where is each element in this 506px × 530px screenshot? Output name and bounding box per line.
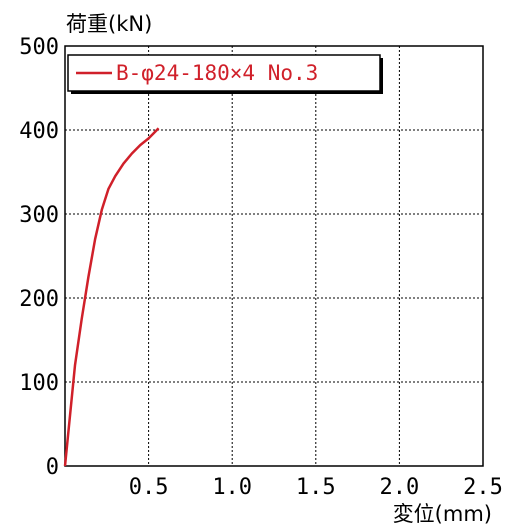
x-tick-label: 2.0 bbox=[380, 475, 420, 500]
x-tick-label: 2.5 bbox=[463, 475, 503, 500]
legend-label: B-φ24-180×4 No.3 bbox=[116, 61, 318, 85]
series-line bbox=[63, 127, 160, 467]
y-tick-label: 500 bbox=[19, 35, 59, 60]
x-axis-label: 変位(mm) bbox=[392, 502, 492, 526]
x-tick-label: 1.5 bbox=[296, 475, 336, 500]
series-group bbox=[63, 127, 160, 467]
plot-frame bbox=[64, 45, 484, 467]
y-tick-label: 0 bbox=[46, 455, 59, 480]
x-tick-label: 1.0 bbox=[212, 475, 252, 500]
x-tick-labels: 0.5 1.0 1.5 2.0 2.5 bbox=[129, 475, 503, 500]
y-tick-labels: 0 100 200 300 400 500 bbox=[19, 35, 59, 480]
y-tick-label: 300 bbox=[19, 203, 59, 228]
legend: B-φ24-180×4 No.3 bbox=[67, 54, 383, 94]
y-tick-label: 100 bbox=[19, 371, 59, 396]
legend-box bbox=[67, 54, 381, 92]
y-tick-label: 200 bbox=[19, 287, 59, 312]
y-tick-label: 400 bbox=[19, 119, 59, 144]
grid-lines bbox=[65, 46, 483, 466]
x-tick-label: 0.5 bbox=[129, 475, 169, 500]
y-axis-label: 荷重(kN) bbox=[66, 12, 153, 36]
